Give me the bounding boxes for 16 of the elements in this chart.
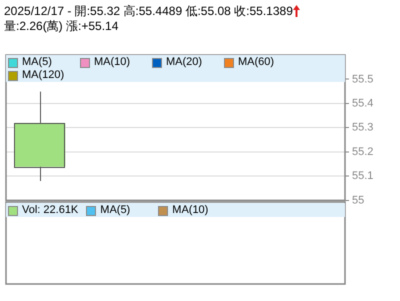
y-tick-label: 55.4 [352,98,374,110]
legend-label: MA(120) [22,69,64,82]
y-tick-label: 55.3 [352,122,374,134]
legend-label: MA(20) [166,56,202,69]
y-tick-label: 55.2 [352,146,374,158]
legend-label: MA(5) [22,56,52,69]
legend-label: MA(60) [238,56,274,69]
y-tick-label: 55.5 [352,73,374,86]
legend-label: MA(5) [100,204,130,217]
legend-label: Vol: 22.61K [22,204,78,217]
chart-subtitle: 量:2.26(萬) 漲:+55.14 [4,19,120,34]
y-tick-label: 55.1 [352,170,374,182]
legend-label: MA(10) [172,204,208,217]
legend-label: MA(10) [94,56,130,69]
chart-title: 2025/12/17 - 開:55.32 高:55.4489 低:55.08 收:55.1389 [4,4,293,18]
y-tick-label: 55 [352,194,364,206]
